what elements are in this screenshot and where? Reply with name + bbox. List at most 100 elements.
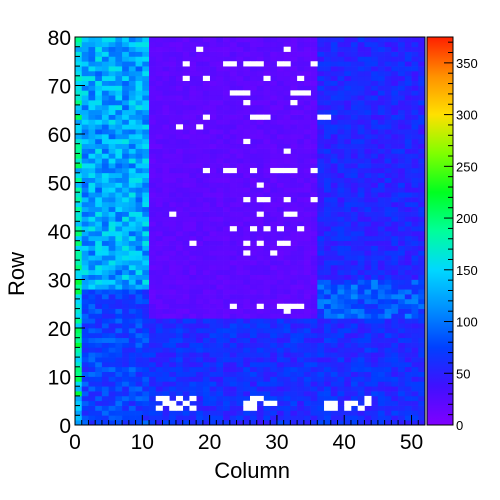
heatmap-bin — [256, 366, 264, 372]
heatmap-bin — [108, 371, 116, 377]
heatmap-bin — [283, 269, 291, 275]
heatmap-bin — [404, 163, 412, 169]
heatmap-bin — [357, 391, 365, 397]
heatmap-bin — [189, 347, 197, 353]
heatmap-bin — [196, 274, 204, 280]
heatmap-bin — [81, 46, 89, 52]
heatmap-bin — [270, 274, 278, 280]
heatmap-bin — [229, 366, 237, 372]
heatmap-bin — [263, 56, 271, 62]
heatmap-bin — [223, 206, 231, 212]
heatmap-bin — [229, 245, 237, 251]
heatmap-bin — [202, 66, 210, 72]
heatmap-bin — [135, 119, 143, 125]
heatmap-bin — [344, 221, 352, 227]
heatmap-bin — [276, 391, 284, 397]
heatmap-bin — [155, 289, 163, 295]
heatmap-bin — [317, 274, 325, 280]
heatmap-bin — [115, 216, 123, 222]
heatmap-bin — [122, 352, 130, 358]
heatmap-bin — [182, 104, 190, 111]
heatmap-bin — [223, 381, 231, 387]
heatmap-bin — [276, 100, 284, 106]
heatmap-bin — [303, 192, 311, 198]
heatmap-bin — [169, 245, 177, 251]
heatmap-bin — [182, 221, 190, 227]
heatmap-bin — [142, 279, 150, 285]
heatmap-bin — [223, 264, 231, 271]
heatmap-bin — [250, 192, 258, 198]
heatmap-bin — [317, 41, 325, 48]
heatmap-bin — [115, 167, 123, 174]
heatmap-bin — [384, 376, 392, 382]
heatmap-bin — [270, 410, 278, 416]
heatmap-bin — [223, 192, 231, 198]
heatmap-bin — [290, 347, 298, 353]
heatmap-bin — [95, 148, 103, 154]
heatmap-bin — [209, 129, 217, 135]
heatmap-bin — [391, 51, 399, 57]
heatmap-bin — [290, 352, 298, 358]
heatmap-bin — [101, 192, 109, 198]
heatmap-bin — [357, 352, 365, 358]
heatmap-bin — [283, 357, 291, 363]
heatmap-bin — [229, 172, 237, 178]
heatmap-bin — [290, 420, 298, 426]
heatmap-bin — [391, 129, 399, 135]
heatmap-bin — [337, 95, 345, 101]
heatmap-bin — [223, 56, 231, 62]
heatmap-bin — [149, 66, 157, 72]
heatmap-bin — [169, 298, 177, 305]
heatmap-bin — [236, 158, 244, 164]
empty-bin — [290, 303, 298, 309]
heatmap-bin — [418, 298, 426, 305]
heatmap-bin — [330, 221, 338, 227]
heatmap-bin — [162, 357, 170, 363]
heatmap-bin — [108, 342, 116, 348]
heatmap-bin — [337, 129, 345, 135]
heatmap-bin — [256, 95, 264, 101]
heatmap-bin — [101, 153, 109, 159]
heatmap-bin — [122, 255, 130, 261]
heatmap-bin — [209, 51, 217, 57]
heatmap-bin — [384, 357, 392, 363]
heatmap-bin — [169, 274, 177, 280]
heatmap-bin — [357, 260, 365, 266]
heatmap-bin — [270, 255, 278, 261]
heatmap-bin — [317, 90, 325, 96]
heatmap-bin — [276, 104, 284, 111]
heatmap-bin — [189, 318, 197, 324]
heatmap-bin — [337, 211, 345, 217]
heatmap-bin — [115, 400, 123, 406]
heatmap-bin — [418, 279, 426, 285]
heatmap-bin — [250, 90, 258, 96]
heatmap-bin — [344, 342, 352, 348]
heatmap-bin — [209, 114, 217, 120]
heatmap-bin — [270, 129, 278, 135]
heatmap-bin — [377, 143, 385, 149]
heatmap-bin — [182, 294, 190, 300]
heatmap-bin — [189, 298, 197, 305]
heatmap-bin — [95, 371, 103, 377]
heatmap-bin — [149, 201, 157, 208]
heatmap-bin — [88, 420, 96, 426]
heatmap-bin — [357, 410, 365, 416]
heatmap-bin — [142, 158, 150, 164]
heatmap-bin — [317, 206, 325, 212]
heatmap-bin — [216, 366, 224, 372]
heatmap-bin — [149, 211, 157, 217]
heatmap-bin — [297, 104, 305, 111]
heatmap-bin — [256, 138, 264, 145]
heatmap-bin — [330, 109, 338, 115]
heatmap-bin — [364, 153, 372, 159]
heatmap-bin — [398, 318, 406, 324]
heatmap-bin — [175, 226, 184, 232]
heatmap-bin — [88, 400, 96, 406]
heatmap-bin — [391, 41, 399, 48]
heatmap-bin — [404, 119, 412, 125]
heatmap-bin — [142, 37, 150, 43]
heatmap-bin — [250, 245, 258, 251]
heatmap-bin — [142, 187, 150, 193]
heatmap-bin — [135, 264, 143, 271]
heatmap-bin — [216, 114, 224, 120]
